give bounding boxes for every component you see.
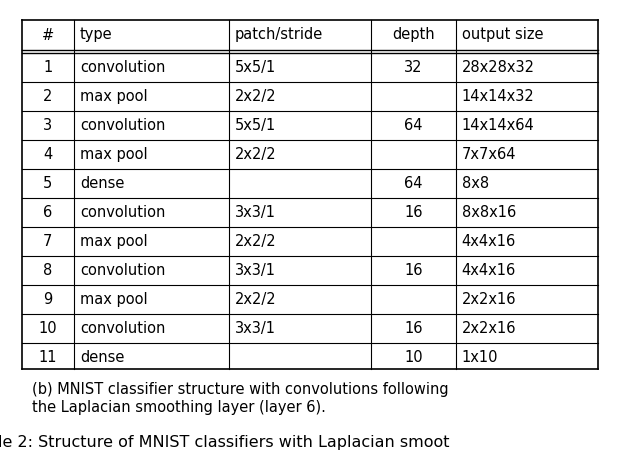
Text: convolution: convolution xyxy=(80,321,165,336)
Text: output size: output size xyxy=(461,28,543,42)
Text: 3x3/1: 3x3/1 xyxy=(235,263,276,278)
Text: #: # xyxy=(42,28,54,42)
Text: 2x2x16: 2x2x16 xyxy=(461,321,516,336)
Text: (b) MNIST classifier structure with convolutions following: (b) MNIST classifier structure with conv… xyxy=(32,382,449,397)
Text: 4x4x16: 4x4x16 xyxy=(461,263,516,278)
Text: 8x8x16: 8x8x16 xyxy=(461,205,516,220)
Text: max pool: max pool xyxy=(80,234,147,249)
Text: 5x5/1: 5x5/1 xyxy=(235,118,276,133)
Text: 2x2/2: 2x2/2 xyxy=(235,89,276,104)
Text: 3: 3 xyxy=(44,118,52,133)
Text: 9: 9 xyxy=(44,292,52,307)
Text: 16: 16 xyxy=(404,205,423,220)
Text: 1x10: 1x10 xyxy=(461,350,498,365)
Text: depth: depth xyxy=(392,28,435,42)
Text: 11: 11 xyxy=(38,350,57,365)
Text: patch/stride: patch/stride xyxy=(235,28,323,42)
Text: type: type xyxy=(80,28,113,42)
Text: convolution: convolution xyxy=(80,263,165,278)
Text: 2x2x16: 2x2x16 xyxy=(461,292,516,307)
Text: 2: 2 xyxy=(44,89,52,104)
Text: dense: dense xyxy=(80,350,124,365)
Text: 6: 6 xyxy=(44,205,52,220)
Text: convolution: convolution xyxy=(80,118,165,133)
Text: 10: 10 xyxy=(404,350,423,365)
Text: the Laplacian smoothing layer (layer 6).: the Laplacian smoothing layer (layer 6). xyxy=(32,400,326,415)
Text: max pool: max pool xyxy=(80,89,147,104)
Text: 16: 16 xyxy=(404,263,423,278)
Text: 4: 4 xyxy=(44,147,52,162)
Text: 7: 7 xyxy=(44,234,52,249)
Text: 2x2/2: 2x2/2 xyxy=(235,234,276,249)
Text: 32: 32 xyxy=(404,60,423,75)
Text: 1: 1 xyxy=(44,60,52,75)
Text: 5x5/1: 5x5/1 xyxy=(235,60,276,75)
Text: convolution: convolution xyxy=(80,60,165,75)
Text: convolution: convolution xyxy=(80,205,165,220)
Text: 64: 64 xyxy=(404,118,423,133)
Text: 10: 10 xyxy=(38,321,57,336)
Text: 8: 8 xyxy=(44,263,52,278)
Text: 14x14x32: 14x14x32 xyxy=(461,89,534,104)
Text: 4x4x16: 4x4x16 xyxy=(461,234,516,249)
Text: 3x3/1: 3x3/1 xyxy=(235,205,276,220)
Text: 16: 16 xyxy=(404,321,423,336)
Text: 5: 5 xyxy=(44,176,52,191)
Text: 64: 64 xyxy=(404,176,423,191)
Text: max pool: max pool xyxy=(80,292,147,307)
Text: le 2: Structure of MNIST classifiers with Laplacian smoot: le 2: Structure of MNIST classifiers wit… xyxy=(0,435,449,450)
Text: 3x3/1: 3x3/1 xyxy=(235,321,276,336)
Text: dense: dense xyxy=(80,176,124,191)
Text: 28x28x32: 28x28x32 xyxy=(461,60,534,75)
Text: 14x14x64: 14x14x64 xyxy=(461,118,534,133)
Text: 7x7x64: 7x7x64 xyxy=(461,147,516,162)
Text: 2x2/2: 2x2/2 xyxy=(235,292,276,307)
Text: 2x2/2: 2x2/2 xyxy=(235,147,276,162)
Text: max pool: max pool xyxy=(80,147,147,162)
Text: 8x8: 8x8 xyxy=(461,176,489,191)
